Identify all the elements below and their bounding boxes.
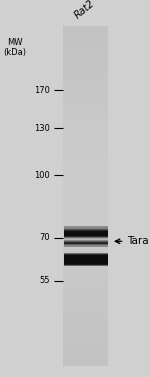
Text: 130: 130 <box>34 124 50 133</box>
Text: 100: 100 <box>34 171 50 180</box>
Text: MW
(kDa): MW (kDa) <box>3 38 27 57</box>
FancyBboxPatch shape <box>63 26 108 366</box>
Text: 70: 70 <box>39 233 50 242</box>
Text: 170: 170 <box>34 86 50 95</box>
Text: 55: 55 <box>39 276 50 285</box>
Text: Tara: Tara <box>128 236 149 246</box>
Text: Rat2: Rat2 <box>73 0 97 21</box>
